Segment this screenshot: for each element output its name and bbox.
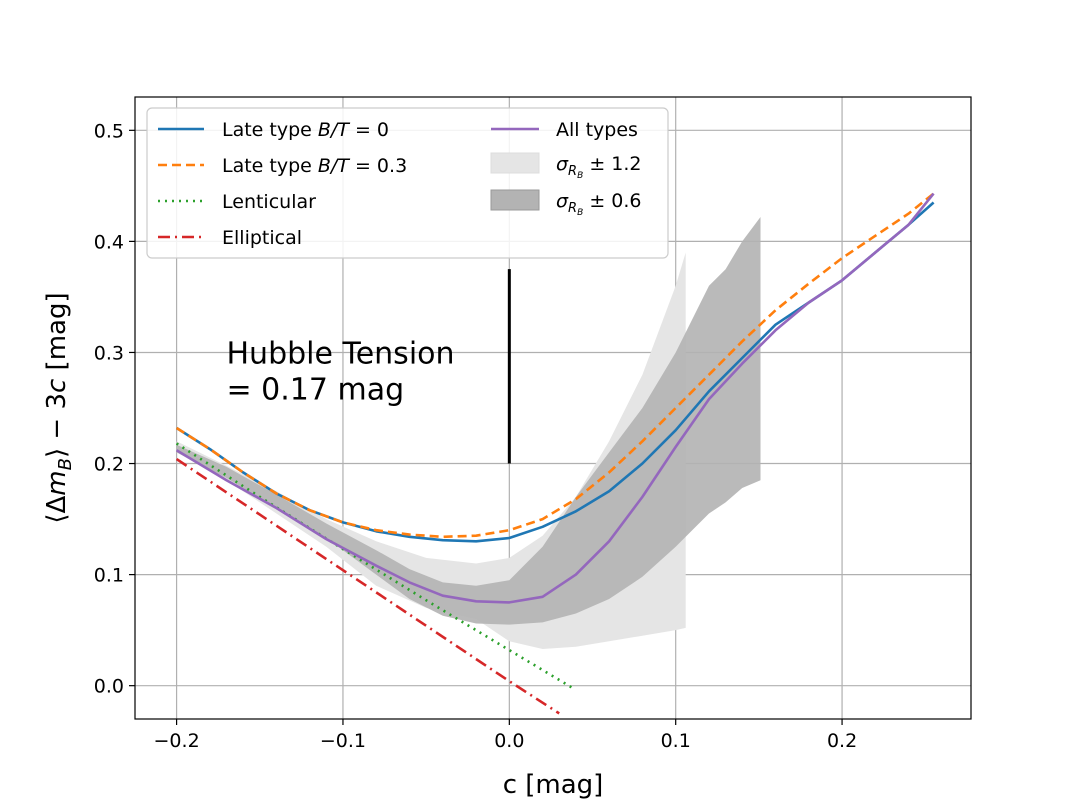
legend-label-part: R <box>568 164 577 179</box>
band_12-legend-label: σRB ± 1.2 <box>556 153 642 181</box>
confidence-bands <box>176 217 761 649</box>
hubble-tension-annotation: Hubble Tension= 0.17 mag <box>227 269 511 464</box>
legend-label-part: Late type <box>222 155 318 177</box>
band_06-legend-handle <box>490 189 540 211</box>
y-label-part: ⟨Δ <box>42 495 72 523</box>
x-tick-label: −0.1 <box>320 730 366 752</box>
y-axis-label: ⟨ΔmB⟩ − 3c [mag] <box>42 292 76 523</box>
y-label-part: B <box>55 458 76 470</box>
annotation-line-1: Hubble Tension <box>227 337 455 372</box>
x-axis-label: c [mag] <box>503 770 604 800</box>
annotation-line-2: = 0.17 mag <box>227 373 405 408</box>
late_bt03-legend-label: Late type B/T = 0.3 <box>222 155 407 177</box>
legend-label-part: σ <box>556 153 569 175</box>
legend-label-part: B/T <box>318 155 350 177</box>
lenticular-line <box>175 442 574 690</box>
elliptical-legend-label: Elliptical <box>222 227 302 249</box>
elliptical-line <box>175 458 560 715</box>
band_06-legend-label: σRB ± 0.6 <box>556 190 642 218</box>
x-tick-label: 0.2 <box>827 730 857 752</box>
legend-label-part: Lenticular <box>222 191 316 213</box>
legend-label-part: R <box>568 201 577 216</box>
y-label-part: ⟩ − 3 <box>42 393 72 458</box>
y-label-part: c <box>42 379 72 393</box>
y-tick-label: 0.4 <box>94 231 124 253</box>
legend-label-part: σ <box>556 190 569 212</box>
y-tick-label: 0.3 <box>94 342 124 364</box>
x-tick-label: −0.2 <box>154 730 200 752</box>
legend-box <box>146 107 669 259</box>
series-lines <box>175 192 935 715</box>
legend-label-part: Elliptical <box>222 227 302 249</box>
axis-labels: c [mag]⟨ΔmB⟩ − 3c [mag] <box>42 292 603 800</box>
plot-frame <box>134 96 972 720</box>
y-label-part: [mag] <box>42 292 72 378</box>
legend-label-part: = 0.3 <box>349 155 407 177</box>
legend-label-part: = 0 <box>349 119 389 141</box>
legend-label-part: B/T <box>318 119 350 141</box>
legend-label-part: B <box>577 171 583 181</box>
lenticular-legend-label: Lenticular <box>222 191 316 213</box>
legend-label-part: Late type <box>222 119 318 141</box>
band_06-area <box>176 217 761 625</box>
legend-label-part: B <box>577 208 583 218</box>
x-tick-label: 0.0 <box>494 730 524 752</box>
x-tick-label: 0.1 <box>661 730 691 752</box>
legend-label-part: ± 1.2 <box>583 153 641 175</box>
late_bt03-line <box>175 192 935 539</box>
y-tick-label: 0.2 <box>94 454 124 476</box>
axis-ticks: −0.2 −0.1 0.0 0.1 0.2 0.0 0.1 0.2 0.3 0.4 0.5 <box>94 120 857 752</box>
y-tick-label: 0.0 <box>94 676 124 698</box>
band_12-legend-handle <box>490 152 540 174</box>
legend-label-part: ± 0.6 <box>583 190 641 212</box>
all_types-legend-label: All types <box>556 119 638 141</box>
y-tick-label: 0.1 <box>94 565 124 587</box>
y-tick-label: 0.5 <box>94 120 124 142</box>
late_bt0-legend-label: Late type B/T = 0 <box>222 119 389 141</box>
y-label-part: m <box>42 470 72 495</box>
all_types-line <box>175 192 935 604</box>
